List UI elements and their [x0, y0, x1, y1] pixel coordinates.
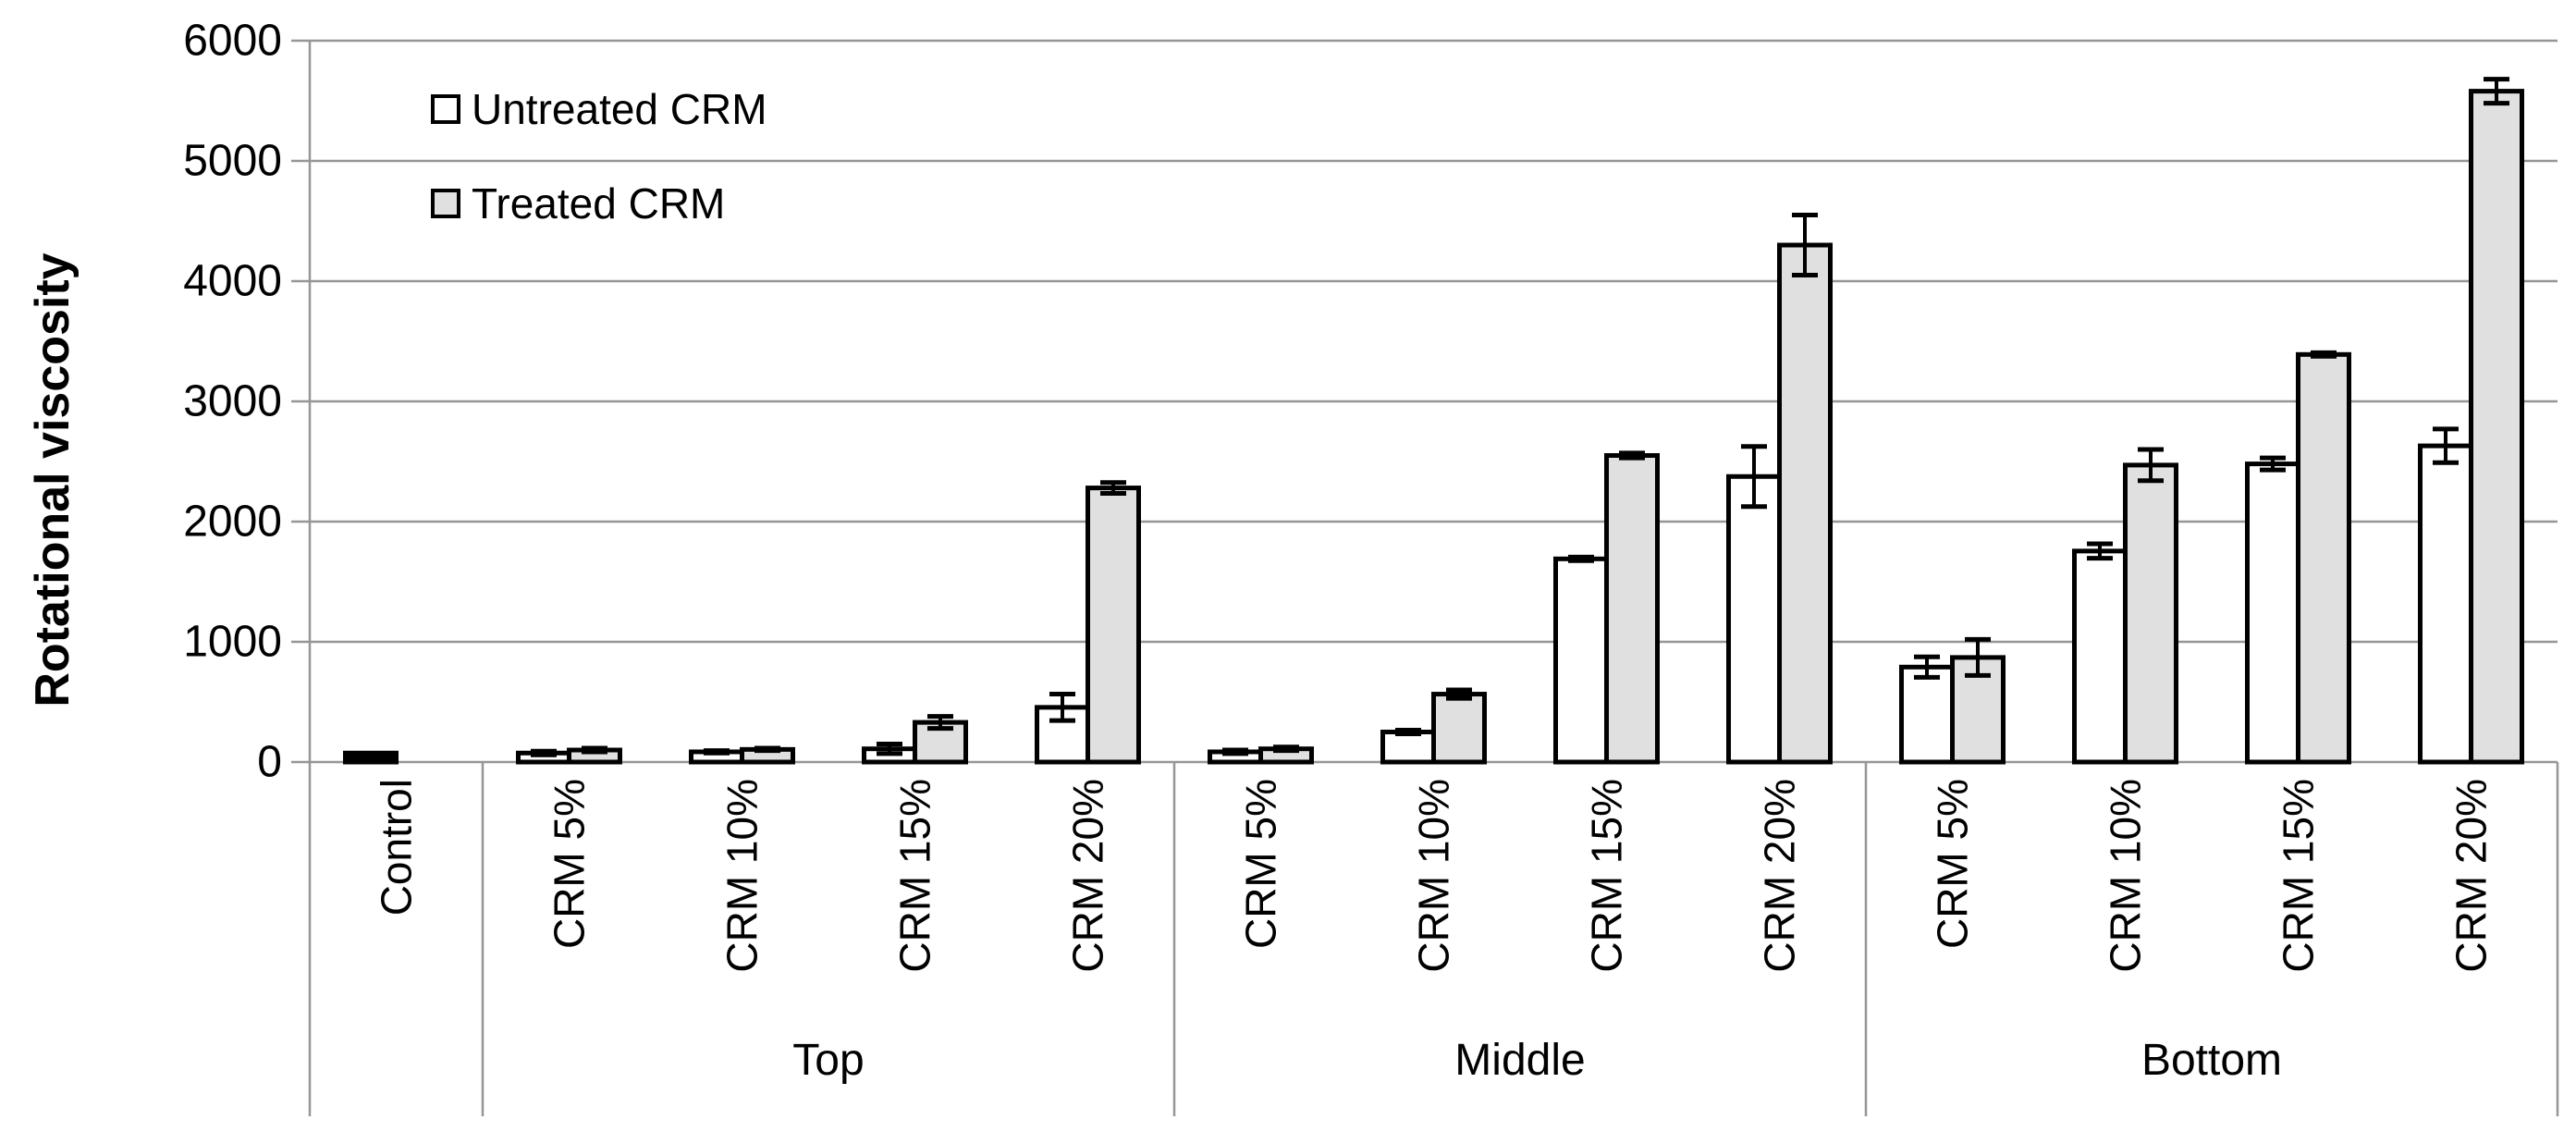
- category-label: CRM 15%: [1583, 779, 1631, 973]
- y-tick-label: 6000: [183, 17, 282, 66]
- category-label: CRM 5%: [1237, 779, 1285, 949]
- group-label: Bottom: [2141, 1036, 2282, 1085]
- bar: [1777, 242, 1833, 765]
- legend-label-treated: Treated CRM: [472, 179, 726, 228]
- bar: [2418, 443, 2473, 765]
- category-label: CRM 15%: [891, 779, 939, 973]
- y-tick-label: 1000: [183, 618, 282, 667]
- group-label: Middle: [1454, 1036, 1585, 1085]
- group-label: Top: [792, 1036, 864, 1085]
- category-label: CRM 5%: [546, 779, 594, 949]
- bar: [1899, 664, 1955, 765]
- bar: [1431, 692, 1487, 765]
- bar: [1086, 486, 1141, 765]
- bar: [2072, 548, 2128, 765]
- legend: Untreated CRM Treated CRM: [431, 85, 767, 281]
- y-tick-label: 2000: [183, 498, 282, 547]
- legend-label-untreated: Untreated CRM: [472, 85, 767, 133]
- category-label: CRM 10%: [2102, 779, 2150, 973]
- y-axis-title: Rotational viscosity: [26, 252, 80, 707]
- legend-swatch-treated: [431, 189, 460, 218]
- legend-swatch-untreated: [431, 94, 460, 124]
- bar: [2245, 461, 2300, 765]
- category-label: CRM 10%: [1410, 779, 1458, 973]
- bar: [343, 750, 399, 765]
- y-tick-label: 5000: [183, 137, 282, 186]
- category-label: Control: [373, 779, 421, 916]
- legend-item-treated: Treated CRM: [431, 179, 767, 228]
- category-label: CRM 20%: [2447, 779, 2496, 973]
- bar: [1604, 453, 1660, 765]
- bar: [1380, 730, 1436, 765]
- bar: [2123, 462, 2178, 765]
- category-label: CRM 20%: [1064, 779, 1112, 973]
- bar: [2469, 89, 2524, 765]
- category-label: CRM 10%: [718, 779, 767, 973]
- legend-item-untreated: Untreated CRM: [431, 85, 767, 133]
- category-label: CRM 5%: [1929, 779, 1977, 949]
- y-tick-label: 4000: [183, 257, 282, 306]
- bar: [1726, 474, 1782, 765]
- y-tick-label: 3000: [183, 377, 282, 426]
- bar: [1553, 556, 1609, 765]
- y-tick-label: 0: [257, 738, 282, 787]
- bar: [2296, 351, 2351, 765]
- category-label: CRM 20%: [1756, 779, 1804, 973]
- category-label: CRM 15%: [2275, 779, 2323, 973]
